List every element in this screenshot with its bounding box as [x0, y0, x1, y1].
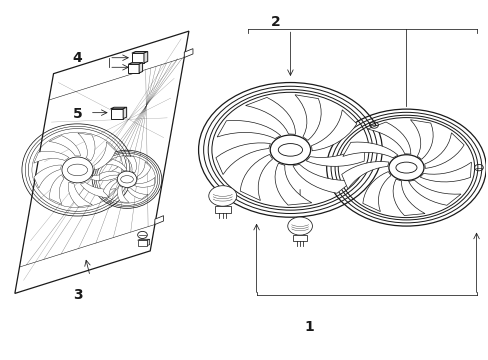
Polygon shape — [128, 64, 139, 73]
Polygon shape — [143, 51, 147, 63]
Polygon shape — [80, 183, 116, 198]
Ellipse shape — [395, 162, 416, 173]
Text: 3: 3 — [73, 288, 82, 302]
Polygon shape — [99, 171, 119, 181]
Polygon shape — [147, 239, 149, 246]
Polygon shape — [139, 63, 142, 73]
Polygon shape — [90, 164, 121, 181]
Circle shape — [388, 155, 423, 180]
Polygon shape — [217, 121, 280, 139]
Polygon shape — [128, 63, 142, 64]
Ellipse shape — [62, 157, 93, 183]
Text: 5: 5 — [73, 107, 82, 121]
Polygon shape — [117, 186, 129, 202]
Text: 2: 2 — [270, 15, 280, 29]
Polygon shape — [294, 95, 321, 140]
Circle shape — [208, 186, 236, 206]
Polygon shape — [367, 122, 410, 154]
Circle shape — [287, 217, 312, 235]
Bar — [293, 235, 306, 241]
Polygon shape — [34, 165, 61, 188]
Polygon shape — [123, 107, 126, 119]
Polygon shape — [342, 142, 397, 158]
Polygon shape — [341, 162, 388, 189]
Polygon shape — [110, 109, 123, 119]
Polygon shape — [15, 31, 188, 293]
Polygon shape — [215, 143, 270, 175]
Ellipse shape — [278, 144, 302, 156]
Circle shape — [270, 135, 310, 165]
Polygon shape — [311, 110, 356, 151]
Ellipse shape — [117, 171, 137, 188]
Polygon shape — [409, 120, 432, 159]
Polygon shape — [155, 216, 163, 225]
Text: 4: 4 — [73, 51, 82, 65]
Bar — [215, 206, 230, 213]
Polygon shape — [103, 179, 117, 197]
Polygon shape — [245, 98, 295, 134]
Polygon shape — [362, 172, 390, 212]
Polygon shape — [124, 156, 136, 173]
Polygon shape — [49, 175, 64, 204]
Polygon shape — [184, 49, 193, 58]
Polygon shape — [68, 182, 92, 207]
Polygon shape — [127, 188, 148, 199]
Polygon shape — [138, 240, 147, 246]
Polygon shape — [408, 180, 460, 205]
Polygon shape — [132, 53, 143, 63]
Polygon shape — [419, 162, 470, 182]
Polygon shape — [34, 151, 69, 163]
Ellipse shape — [121, 176, 133, 183]
Ellipse shape — [67, 164, 87, 176]
Polygon shape — [240, 154, 272, 201]
Polygon shape — [94, 142, 115, 170]
Polygon shape — [305, 144, 365, 166]
Polygon shape — [424, 133, 463, 168]
Polygon shape — [105, 159, 127, 171]
Polygon shape — [137, 162, 150, 179]
Polygon shape — [110, 107, 126, 109]
Polygon shape — [78, 133, 95, 161]
Polygon shape — [274, 163, 311, 205]
Polygon shape — [49, 136, 81, 156]
Polygon shape — [132, 51, 147, 53]
Polygon shape — [138, 239, 149, 240]
Polygon shape — [392, 179, 424, 216]
Text: 1: 1 — [304, 320, 314, 334]
Polygon shape — [292, 165, 352, 193]
Polygon shape — [134, 177, 155, 187]
